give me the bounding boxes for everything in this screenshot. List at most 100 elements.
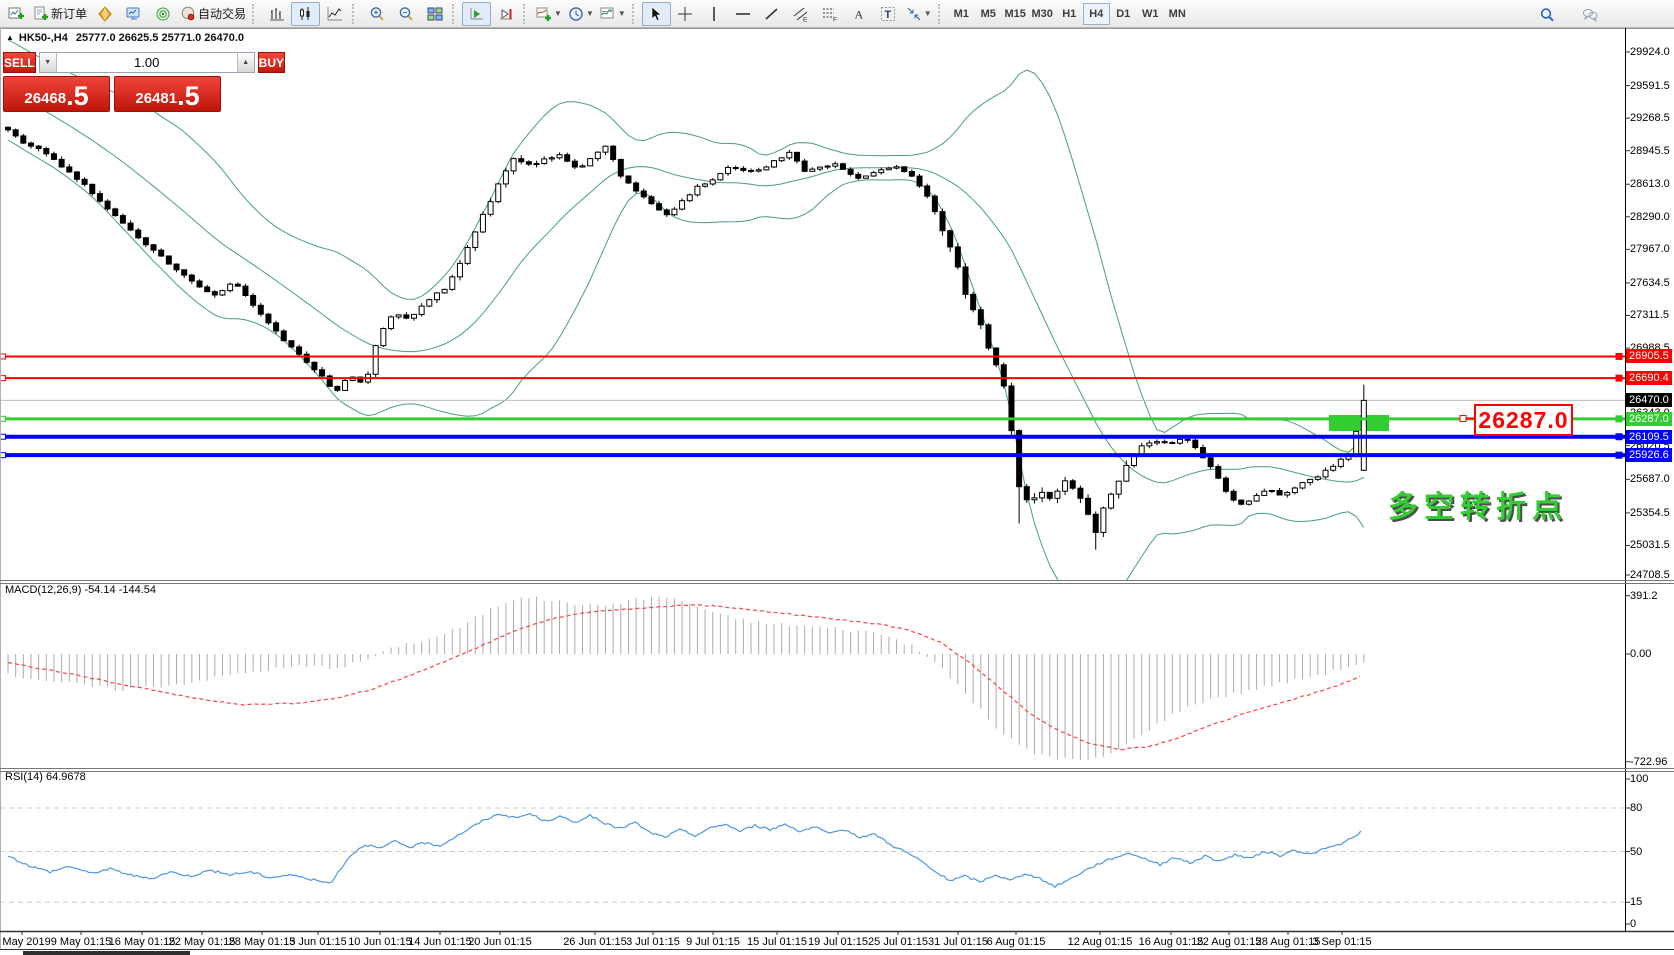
cursor-button[interactable] (641, 1, 671, 26)
svg-text:A: A (855, 7, 864, 21)
auto-scroll-button[interactable] (462, 1, 492, 26)
buy-button[interactable]: BUY (257, 52, 286, 73)
bar-chart-button[interactable] (262, 2, 291, 26)
trendline-button[interactable] (758, 2, 787, 26)
indicator-tick: 80 (1630, 802, 1643, 814)
timeframe-w1-button[interactable]: W1 (1141, 7, 1159, 20)
market-watch-button[interactable] (119, 2, 148, 26)
price-level-callout[interactable]: 26287.0 (1474, 404, 1573, 436)
svg-text:T: T (885, 9, 892, 21)
zoom-in-button[interactable] (362, 2, 391, 26)
price-tick: 28945.5 (1630, 144, 1670, 157)
timeframe-m1-button[interactable]: M1 (953, 7, 969, 20)
equidistant-channel-button[interactable]: E (787, 2, 816, 26)
time-tick: 16 Aug 01:15 (1138, 936, 1204, 948)
price-tick: 24708.5 (1630, 569, 1670, 581)
turning-point-annotation[interactable]: 多空转折点 (1388, 491, 1568, 524)
volume-down-button[interactable]: ▼ (39, 53, 57, 72)
line-chart-button[interactable] (320, 2, 349, 26)
chart-plus-icon (8, 6, 24, 22)
arrows-icon (906, 6, 922, 22)
buy-price-box[interactable]: 26481.5 (114, 76, 221, 112)
search-button[interactable] (1532, 3, 1561, 27)
timeframe-h1-button[interactable]: H1 (1062, 7, 1077, 20)
fibonacci-button[interactable]: F (816, 2, 845, 26)
tri-red-icon (498, 6, 514, 22)
sell-price-fraction: .5 (66, 81, 89, 111)
horizontal-scrollbar[interactable] (23, 951, 190, 955)
indicator-tick: 0.00 (1630, 648, 1652, 660)
hline-icon (735, 6, 751, 22)
horizontal-line-button[interactable] (729, 2, 758, 26)
time-tick: 28 Aug 01:15 (1255, 936, 1321, 948)
candlestick-chart-button[interactable] (291, 1, 321, 26)
tile-windows-button[interactable] (420, 2, 449, 26)
arrows-button[interactable]: ▼ (903, 2, 935, 26)
time-tick: 20 Jun 01:15 (468, 936, 532, 948)
templates-button[interactable]: ▼ (597, 2, 629, 26)
gem-icon (97, 5, 113, 22)
time-tick: 25 Jul 01:15 (868, 936, 928, 948)
time-tick: 6 Aug 01:15 (986, 936, 1046, 948)
timeframe-d1-button[interactable]: D1 (1116, 7, 1131, 20)
text-button[interactable]: A (845, 2, 874, 26)
doc-plus-icon (33, 6, 49, 22)
sell-price: 26468 (24, 90, 67, 107)
new-order-button[interactable]: 新订单 (30, 2, 90, 26)
sell-button[interactable]: SELL (3, 52, 36, 73)
time-tick: 14 Jun 01:15 (408, 936, 472, 948)
chevron-down-icon[interactable]: ▼ (923, 9, 932, 18)
svg-text:F: F (833, 16, 837, 22)
svg-text:E: E (803, 16, 808, 22)
chart-title: ▲ HK50-,H4 25777.0 26625.5 25771.0 26470.0 (6, 32, 244, 44)
timeframe-h4-button[interactable]: H4 (1082, 2, 1110, 25)
indicator-tick: 0 (1630, 918, 1637, 930)
robot-icon (180, 6, 196, 22)
volume-up-button[interactable]: ▲ (236, 53, 254, 72)
timeframe-m15-button[interactable]: M15 (1004, 7, 1026, 20)
price-tick: 28613.0 (1630, 178, 1670, 191)
radar-icon (155, 6, 171, 22)
timeframe-m30-button[interactable]: M30 (1031, 7, 1053, 20)
profiles-button[interactable] (90, 2, 119, 26)
sell-price-box[interactable]: 26468.5 (3, 76, 110, 112)
one-click-trading-panel: SELL ▼ ▲ BUY 26468.5 26481.5 (3, 52, 286, 112)
timeframe-m5-button[interactable]: M5 (980, 7, 996, 20)
signals-button[interactable] (148, 2, 177, 26)
price-tick: 27311.5 (1630, 309, 1669, 322)
time-tick: 19 Jul 01:15 (808, 936, 868, 948)
volume-input[interactable] (56, 53, 237, 72)
time-tick: 3 Jul 01:15 (626, 936, 680, 948)
time-tick: 3 Jun 01:15 (289, 936, 347, 948)
time-tick: 9 May 01:15 (50, 936, 112, 948)
indicator-tick: 391.2 (1630, 589, 1658, 602)
template-icon (600, 6, 616, 22)
zoom-in-icon (369, 6, 385, 22)
volume-stepper: ▼ ▲ (38, 52, 255, 73)
autotrading-button[interactable]: 自动交易 (177, 2, 249, 26)
candles-icon (298, 6, 314, 22)
chevron-down-icon[interactable]: ▼ (585, 9, 594, 18)
cursor-icon (648, 5, 664, 22)
chart-shift-button[interactable] (491, 2, 520, 26)
zoom-out-icon (398, 6, 414, 22)
collapse-icon[interactable]: ▲ (6, 33, 14, 42)
chevron-down-icon[interactable]: ▼ (617, 9, 626, 18)
timeframe-mn-button[interactable]: MN (1168, 7, 1186, 20)
chart-plot-area[interactable] (0, 28, 1625, 931)
polyline-icon (327, 6, 343, 22)
community-button[interactable] (1575, 3, 1604, 27)
new-chart-button[interactable] (1, 2, 30, 26)
text-label-button[interactable]: T (874, 2, 903, 26)
clock-icon (568, 6, 584, 22)
toolbar-grip (631, 3, 637, 24)
autotrading-label: 自动交易 (198, 7, 247, 21)
level-price-label: 25926.6 (1626, 448, 1672, 463)
zoom-out-button[interactable] (391, 2, 420, 26)
indicators-button[interactable]: ▼ (533, 2, 565, 26)
crosshair-button[interactable] (671, 2, 700, 26)
periods-button[interactable]: ▼ (565, 2, 597, 26)
vertical-line-button[interactable] (700, 2, 729, 26)
price-tick: 27967.0 (1630, 243, 1670, 256)
chevron-down-icon[interactable]: ▼ (554, 9, 562, 18)
